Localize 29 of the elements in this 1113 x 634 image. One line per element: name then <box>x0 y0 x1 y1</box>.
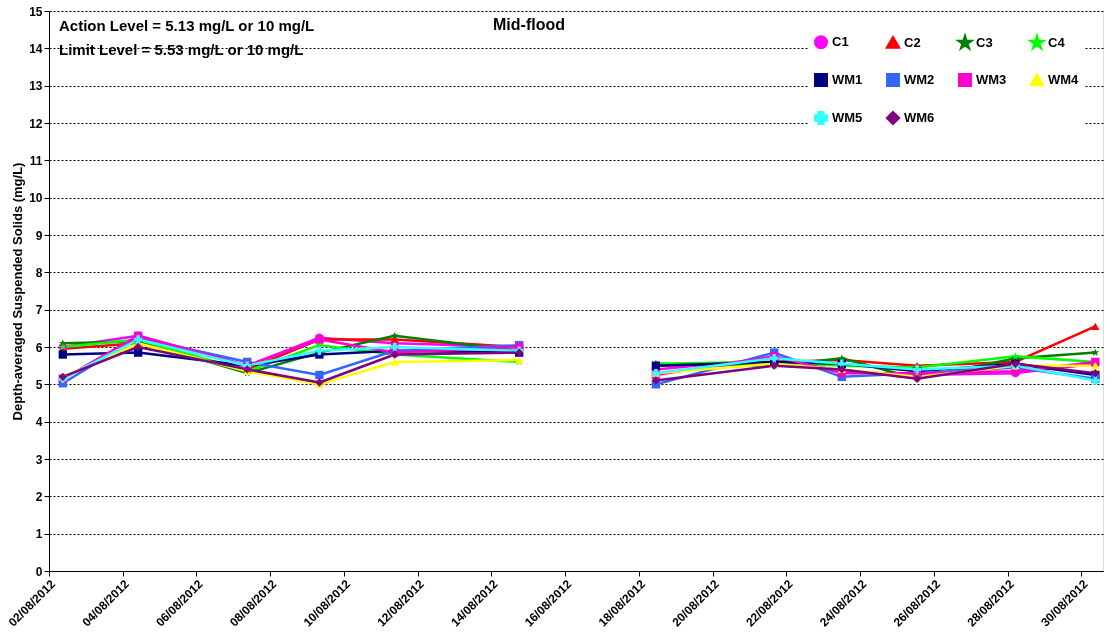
y-tick-label: 5 <box>35 377 43 392</box>
legend-label: WM5 <box>832 110 863 125</box>
y-tick-label: 14 <box>29 41 43 56</box>
y-axis-title: Depth-averaged Suspended Solids (mg/L) <box>10 162 26 421</box>
legend-label: WM3 <box>976 72 1007 87</box>
y-tick-label: 13 <box>29 79 43 94</box>
legend-label: C1 <box>832 34 849 50</box>
legend-label: C3 <box>976 34 993 50</box>
y-tick-label: 3 <box>35 452 43 467</box>
legend-label: WM2 <box>904 72 935 87</box>
y-tick-label: 4 <box>35 415 43 430</box>
y-tick-label: 6 <box>35 340 43 355</box>
y-tick-label: 11 <box>29 153 43 168</box>
y-tick-label: 10 <box>29 191 43 206</box>
legend-label: C2 <box>904 34 921 50</box>
legend-label: WM1 <box>832 72 863 87</box>
y-tick-label: 8 <box>35 265 43 280</box>
y-tick-label: 0 <box>35 564 43 579</box>
legend-label: WM4 <box>1048 72 1080 87</box>
chart-title: Mid-flood <box>493 16 565 33</box>
y-tick-label: 2 <box>35 489 43 504</box>
y-tick-label: 15 <box>29 4 43 19</box>
y-tick-label: 7 <box>35 303 43 318</box>
y-tick-label: 12 <box>29 116 43 131</box>
y-tick-label: 1 <box>35 527 43 542</box>
legend-label: WM6 <box>904 110 935 125</box>
y-tick-label: 9 <box>35 228 43 243</box>
legend-label: C4 <box>1048 34 1066 50</box>
annotation: Action Level = 5.13 mg/L or 10 mg/L <box>59 17 315 34</box>
